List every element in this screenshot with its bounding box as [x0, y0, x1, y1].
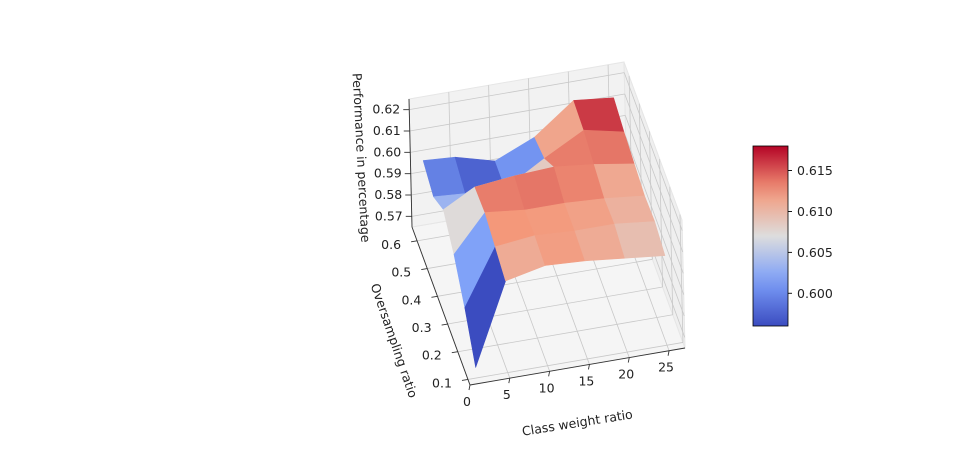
y-tick [411, 240, 418, 243]
grid-line-y [669, 186, 674, 315]
colorbar-tick-label: 0.605 [797, 245, 833, 260]
colorbar: 0.600 0.605 0.610 0.615 [752, 145, 833, 327]
colorbar-tick-label: 0.610 [797, 204, 833, 219]
colorbar-tick-label: 0.615 [797, 163, 833, 178]
y-tick-label: 0.3 [412, 320, 432, 335]
z-tick-label: 0.58 [374, 187, 402, 202]
grid-line-y [467, 342, 684, 380]
y-axis-line [411, 226, 471, 386]
x-tick [627, 357, 630, 363]
y-tick-label: 0.1 [432, 375, 452, 390]
x-tick [588, 364, 590, 370]
z-axis-label: Performance in percentage [350, 73, 374, 244]
y-tick [461, 379, 469, 381]
y-tick [451, 351, 458, 354]
x-axis-ticks: 0 5 10 15 20 25 [463, 350, 674, 409]
y-tick-label: 0.6 [381, 237, 401, 252]
x-tick [468, 384, 471, 391]
y-tick [441, 323, 448, 326]
y-tick [421, 268, 428, 271]
x-tick-label: 5 [503, 387, 511, 402]
x-axis-label: Class weight ratio [521, 406, 634, 438]
x-tick-label: 20 [618, 367, 634, 382]
y-axis-ticks: 0.1 0.2 0.3 0.4 0.5 0.6 [381, 237, 469, 390]
colorbar-tick-label: 0.600 [797, 286, 833, 301]
y-tick-label: 0.2 [422, 348, 442, 363]
z-axis-line [408, 98, 413, 228]
z-axis-ticks: 0.57 0.58 0.59 0.60 0.61 0.62 [372, 102, 412, 223]
y-tick [431, 295, 438, 298]
grid-line-y [679, 214, 684, 343]
grid-line-z [624, 93, 684, 253]
colorbar-fill [752, 145, 789, 327]
grid-line-y [457, 314, 673, 353]
grid-line-z [409, 72, 625, 111]
z-tick-label: 0.57 [375, 208, 403, 223]
colorbar-ticks: 0.600 0.605 0.610 0.615 [788, 163, 833, 301]
z-tick-label: 0.62 [372, 102, 400, 117]
z-tick-label: 0.60 [373, 144, 401, 159]
axis-lines [408, 98, 686, 386]
z-tick-label: 0.61 [373, 123, 401, 138]
x-tick [508, 378, 511, 384]
x-tick-label: 15 [578, 373, 594, 388]
x-tick [667, 350, 670, 356]
grid-line-z [624, 115, 684, 274]
x-tick [548, 371, 551, 377]
surface [422, 97, 666, 368]
y-tick-label: 0.5 [391, 265, 411, 280]
grid-line-z [625, 136, 685, 295]
x-tick-label: 0 [463, 394, 471, 409]
x-axis-line [469, 347, 686, 386]
surface-patch [614, 221, 666, 259]
grid-line-z [623, 72, 683, 231]
x-tick-label: 10 [539, 380, 555, 395]
z-tick-label: 0.59 [374, 166, 402, 181]
grid-line-y [659, 159, 664, 288]
y-tick-label: 0.4 [401, 292, 421, 307]
x-tick-label: 25 [658, 360, 674, 375]
